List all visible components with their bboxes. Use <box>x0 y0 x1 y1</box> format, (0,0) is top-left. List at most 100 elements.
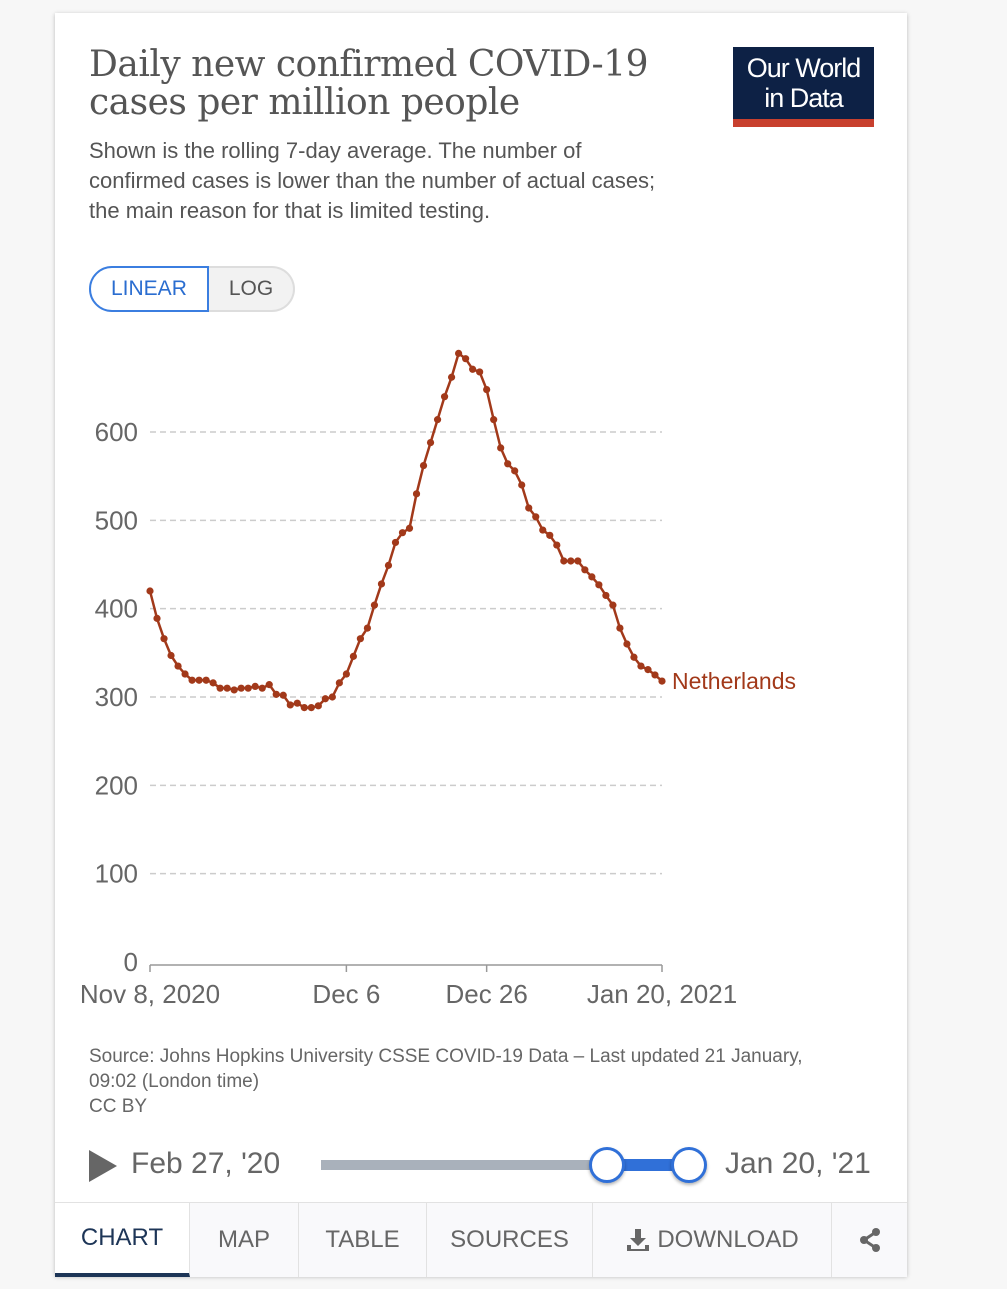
data-point <box>370 601 379 609</box>
y-tick-label: 500 <box>95 505 138 535</box>
data-point <box>462 355 470 363</box>
tab-map[interactable]: MAP <box>190 1203 299 1277</box>
tab-table[interactable]: TABLE <box>299 1203 427 1277</box>
data-point <box>405 524 414 532</box>
data-point <box>293 699 301 707</box>
data-point <box>560 557 568 565</box>
data-point <box>230 686 238 694</box>
data-point <box>546 531 554 539</box>
data-point <box>195 676 203 684</box>
data-point <box>539 526 547 534</box>
data-point <box>223 684 231 692</box>
data-point <box>433 416 442 424</box>
timeline-selected-range[interactable] <box>605 1159 687 1171</box>
timeline-end-handle[interactable] <box>671 1147 707 1183</box>
data-point <box>188 676 196 684</box>
data-point <box>328 693 336 701</box>
data-point <box>483 386 491 394</box>
data-point <box>146 587 154 595</box>
tab-chart[interactable]: CHART <box>55 1203 190 1277</box>
data-point <box>623 640 631 648</box>
chart-card <box>55 13 907 1276</box>
data-point <box>497 444 505 452</box>
log-scale-button[interactable]: LOG <box>208 266 296 312</box>
data-point <box>602 591 610 600</box>
y-tick-label: 100 <box>95 859 138 889</box>
chart-subtitle: Shown is the rolling 7-day average. The … <box>89 138 656 223</box>
data-point <box>356 635 365 643</box>
data-point <box>160 635 168 643</box>
data-point <box>630 653 638 661</box>
y-tick-label: 600 <box>95 417 138 447</box>
data-point <box>595 581 603 589</box>
y-tick-label: 300 <box>95 682 138 712</box>
data-point <box>419 461 428 470</box>
data-point <box>616 624 624 632</box>
data-point <box>398 529 407 537</box>
owid-logo[interactable]: Our World in Data <box>733 47 874 127</box>
data-point <box>167 651 175 660</box>
data-point <box>658 677 666 685</box>
data-point <box>181 670 189 678</box>
data-point <box>216 684 224 692</box>
data-point <box>384 561 393 569</box>
share-button[interactable] <box>832 1203 907 1277</box>
play-icon[interactable] <box>89 1150 117 1182</box>
data-point <box>272 690 280 698</box>
data-point <box>335 679 343 687</box>
data-point <box>377 580 386 588</box>
data-point <box>237 684 245 692</box>
tab-table-label: TABLE <box>325 1226 400 1253</box>
data-point <box>153 614 161 622</box>
data-point <box>637 662 645 670</box>
data-point <box>265 681 273 689</box>
data-point <box>447 373 456 381</box>
data-point <box>412 490 421 498</box>
series-line-netherlands <box>148 351 663 709</box>
logo-line-1: Our World <box>746 53 862 83</box>
series-label-netherlands: Netherlands <box>672 668 796 694</box>
data-point <box>258 684 266 692</box>
download-icon <box>627 1229 650 1251</box>
x-tick-label: Dec 26 <box>445 979 527 1009</box>
data-point <box>532 513 540 521</box>
data-point <box>651 671 659 679</box>
tab-chart-label: CHART <box>80 1224 164 1251</box>
linear-scale-button[interactable]: LINEAR <box>89 266 209 312</box>
data-point <box>391 538 400 547</box>
tab-sources[interactable]: SOURCES <box>427 1203 593 1277</box>
data-point <box>251 682 259 691</box>
data-point <box>553 541 561 549</box>
data-point <box>490 416 498 424</box>
data-point <box>567 557 575 565</box>
share-icon <box>859 1228 880 1252</box>
timeline-end-label: Jan 20, '21 <box>725 1147 871 1180</box>
source-note: Source: Johns Hopkins University CSSE CO… <box>89 1044 849 1119</box>
data-point <box>581 566 589 574</box>
data-point <box>244 684 252 692</box>
source-text: Source: Johns Hopkins University CSSE CO… <box>89 1046 803 1092</box>
data-point <box>349 652 357 660</box>
y-tick-label: 200 <box>95 770 138 800</box>
data-point <box>588 573 596 581</box>
data-point <box>314 702 322 710</box>
data-point <box>321 695 329 703</box>
timeline-start-handle[interactable] <box>589 1147 625 1183</box>
y-tick-label: 400 <box>95 594 138 624</box>
data-point <box>426 439 435 447</box>
data-point <box>609 601 617 609</box>
data-point <box>644 666 652 674</box>
data-point <box>363 624 372 632</box>
tab-download[interactable]: DOWNLOAD <box>593 1203 832 1277</box>
data-point <box>342 670 350 678</box>
logo-line-2: in Data <box>764 83 844 113</box>
timeline-track[interactable] <box>321 1160 687 1170</box>
data-point <box>574 557 582 565</box>
tab-bar: CHART MAP TABLE SOURCES DOWNLOAD <box>55 1202 907 1277</box>
data-point <box>300 704 308 712</box>
data-point <box>440 393 449 401</box>
license-text[interactable]: CC BY <box>89 1096 148 1117</box>
data-point <box>279 691 287 699</box>
data-point <box>504 460 512 468</box>
